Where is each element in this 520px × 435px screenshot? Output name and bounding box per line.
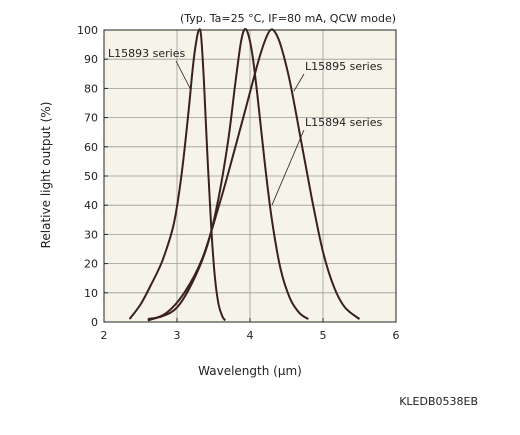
leader-l15894 <box>271 129 305 206</box>
y-tick-label: 50 <box>84 170 98 183</box>
series-label-l15895: L15895 series <box>305 60 382 73</box>
x-tick-label: 5 <box>320 329 327 342</box>
x-tick-label: 4 <box>247 329 254 342</box>
x-tick-label: 6 <box>393 329 400 342</box>
series-label-l15894: L15894 series <box>305 116 382 129</box>
y-tick-label: 70 <box>84 112 98 125</box>
figure-code: KLEDB0538EB <box>399 395 478 408</box>
x-tick-label: 2 <box>101 329 108 342</box>
y-tick-label: 0 <box>91 316 98 329</box>
y-tick-label: 20 <box>84 258 98 271</box>
y-tick-label: 10 <box>84 287 98 300</box>
x-axis-label: Wavelength (μm) <box>198 364 302 378</box>
condition-note: (Typ. Ta=25 °C, IF=80 mA, QCW mode) <box>180 12 396 25</box>
y-tick-label: 80 <box>84 82 98 95</box>
y-tick-label: 30 <box>84 228 98 241</box>
series-label-l15893: L15893 series <box>108 47 185 60</box>
series-leader-lines <box>175 60 305 206</box>
y-tick-label: 40 <box>84 199 98 212</box>
y-tick-label: 60 <box>84 141 98 154</box>
x-tick-label: 3 <box>174 329 181 342</box>
series-line-l15893 <box>128 28 227 322</box>
y-axis-label: Relative light output (%) <box>39 102 53 249</box>
leader-l15893 <box>175 60 191 89</box>
leader-l15895 <box>293 73 305 92</box>
y-tick-label: 90 <box>84 53 98 66</box>
y-tick-label: 100 <box>77 24 98 37</box>
